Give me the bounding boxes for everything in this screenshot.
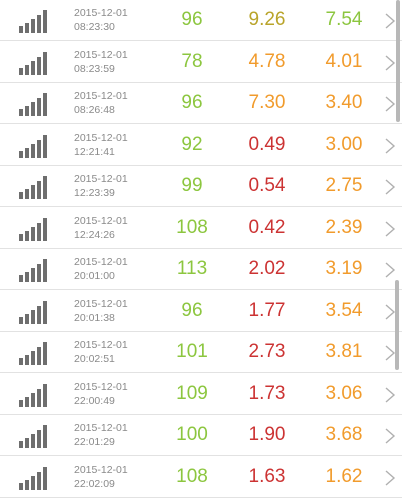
- row-date: 2015-12-01: [74, 90, 128, 102]
- list-item[interactable]: 2015-12-01 12:21:41 92 0.49 3.00: [0, 125, 402, 166]
- list-item[interactable]: 2015-12-01 22:00:49 109 1.73 3.06: [0, 374, 402, 415]
- list-item[interactable]: 2015-12-01 12:23:39 99 0.54 2.75: [0, 166, 402, 207]
- signal-bars-icon: [19, 383, 49, 407]
- value-primary: 96: [181, 300, 203, 321]
- chevron-right-icon[interactable]: [384, 386, 396, 404]
- signal-bars-icon: [19, 258, 49, 282]
- value-secondary: 1.90: [248, 424, 286, 445]
- value-tertiary: 3.00: [325, 134, 363, 155]
- value-primary: 78: [181, 51, 203, 72]
- value-tertiary: 3.19: [325, 258, 363, 279]
- row-time: 20:01:00: [74, 270, 115, 282]
- value-tertiary: 2.39: [325, 217, 363, 238]
- signal-bars-icon: [19, 217, 49, 241]
- value-tertiary: 7.54: [325, 9, 363, 30]
- value-secondary: 0.42: [248, 217, 286, 238]
- row-date: 2015-12-01: [74, 173, 128, 185]
- row-date: 2015-12-01: [74, 49, 128, 61]
- signal-bars-icon: [19, 424, 49, 448]
- list-item[interactable]: 2015-12-01 20:01:38 96 1.77 3.54: [0, 291, 402, 332]
- value-tertiary: 3.06: [325, 383, 363, 404]
- chevron-right-icon[interactable]: [384, 220, 396, 238]
- value-primary: 113: [176, 258, 208, 279]
- chevron-right-icon[interactable]: [384, 178, 396, 196]
- value-secondary: 2.02: [248, 258, 286, 279]
- value-tertiary: 3.54: [325, 300, 363, 321]
- list-item[interactable]: 2015-12-01 08:23:30 96 9.26 7.54: [0, 0, 402, 41]
- chevron-right-icon[interactable]: [384, 261, 396, 279]
- row-date: 2015-12-01: [74, 339, 128, 351]
- list-item[interactable]: 2015-12-01 08:26:48 96 7.30 3.40: [0, 83, 402, 124]
- value-primary: 96: [181, 9, 203, 30]
- value-secondary: 0.54: [248, 175, 286, 196]
- value-tertiary: 3.81: [325, 341, 363, 362]
- signal-bars-icon: [19, 466, 49, 490]
- value-secondary: 7.30: [248, 92, 286, 113]
- signal-bars-icon: [19, 134, 49, 158]
- value-tertiary: 1.62: [325, 466, 363, 487]
- row-date: 2015-12-01: [74, 215, 128, 227]
- value-tertiary: 2.75: [325, 175, 363, 196]
- list-item[interactable]: 2015-12-01 22:02:09 108 1.63 1.62: [0, 457, 402, 498]
- row-time: 08:23:30: [74, 21, 115, 33]
- list-item[interactable]: 2015-12-01 20:02:51 101 2.73 3.81: [0, 332, 402, 373]
- value-primary: 99: [181, 175, 203, 196]
- value-secondary: 1.63: [248, 466, 286, 487]
- row-time: 22:01:29: [74, 436, 115, 448]
- signal-bars-icon: [19, 341, 49, 365]
- chevron-right-icon[interactable]: [384, 427, 396, 445]
- list-item[interactable]: 2015-12-01 12:24:26 108 0.42 2.39: [0, 208, 402, 249]
- row-time: 20:02:51: [74, 353, 115, 365]
- chevron-right-icon[interactable]: [384, 469, 396, 487]
- row-date: 2015-12-01: [74, 256, 128, 268]
- row-date: 2015-12-01: [74, 464, 128, 476]
- chevron-right-icon[interactable]: [384, 12, 396, 30]
- list-item[interactable]: 2015-12-01 22:01:29 100 1.90 3.68: [0, 415, 402, 456]
- value-tertiary: 3.40: [325, 92, 363, 113]
- chevron-right-icon[interactable]: [384, 54, 396, 72]
- chevron-right-icon[interactable]: [384, 95, 396, 113]
- list-item[interactable]: 2015-12-01 08:23:59 78 4.78 4.01: [0, 42, 402, 83]
- row-time: 12:23:39: [74, 187, 115, 199]
- row-date: 2015-12-01: [74, 132, 128, 144]
- value-secondary: 0.49: [248, 134, 286, 155]
- value-tertiary: 3.68: [325, 424, 363, 445]
- row-time: 12:21:41: [74, 146, 115, 158]
- value-primary: 96: [181, 92, 203, 113]
- signal-bars-icon: [19, 175, 49, 199]
- value-primary: 108: [176, 466, 208, 487]
- row-time: 08:23:59: [74, 63, 115, 75]
- signal-bars-icon: [19, 92, 49, 116]
- value-primary: 109: [176, 383, 208, 404]
- row-time: 12:24:26: [74, 229, 115, 241]
- chevron-right-icon[interactable]: [384, 137, 396, 155]
- value-primary: 101: [176, 341, 208, 362]
- row-date: 2015-12-01: [74, 298, 128, 310]
- value-secondary: 1.77: [248, 300, 286, 321]
- list-item[interactable]: 2015-12-01 20:01:00 113 2.02 3.19: [0, 249, 402, 290]
- signal-bars-icon: [19, 9, 49, 33]
- row-time: 08:26:48: [74, 104, 115, 116]
- signal-bars-icon: [19, 300, 49, 324]
- row-time: 22:00:49: [74, 395, 115, 407]
- value-secondary: 9.26: [248, 9, 286, 30]
- row-time: 22:02:09: [74, 478, 115, 490]
- row-time: 20:01:38: [74, 312, 115, 324]
- row-date: 2015-12-01: [74, 7, 128, 19]
- chevron-right-icon[interactable]: [384, 344, 396, 362]
- row-date: 2015-12-01: [74, 381, 128, 393]
- chevron-right-icon[interactable]: [384, 303, 396, 321]
- row-date: 2015-12-01: [74, 422, 128, 434]
- scrollbar[interactable]: [395, 280, 399, 370]
- signal-bars-icon: [19, 51, 49, 75]
- value-primary: 108: [176, 217, 208, 238]
- value-secondary: 2.73: [248, 341, 286, 362]
- value-primary: 100: [176, 424, 208, 445]
- value-secondary: 1.73: [248, 383, 286, 404]
- value-secondary: 4.78: [248, 51, 286, 72]
- scrollbar[interactable]: [396, 0, 400, 122]
- value-primary: 92: [181, 134, 203, 155]
- value-tertiary: 4.01: [325, 51, 363, 72]
